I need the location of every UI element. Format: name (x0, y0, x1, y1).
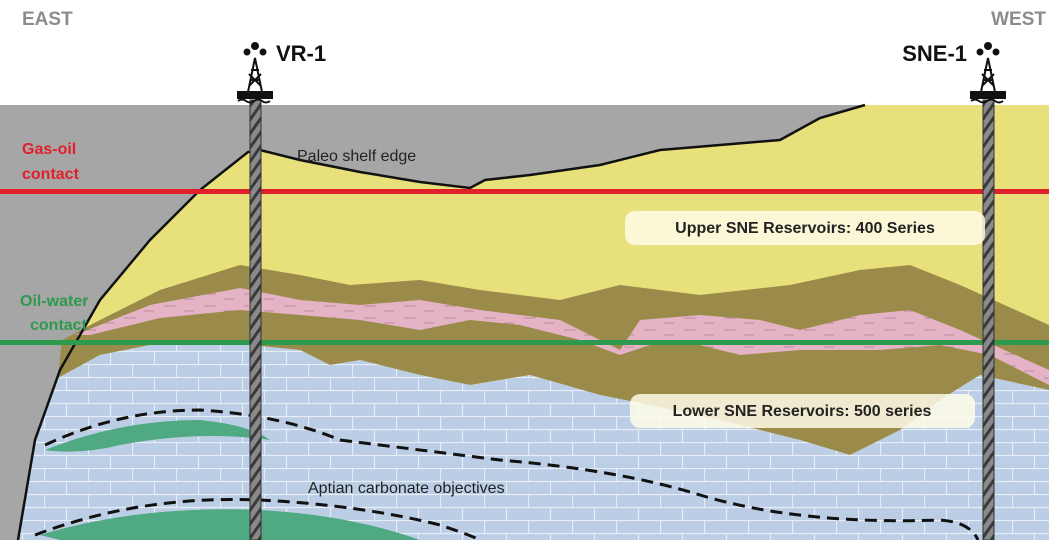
direction-label: EAST (22, 9, 73, 30)
annotation: Upper SNE Reservoirs: 400 Series (675, 220, 935, 237)
contact-label: contact (22, 166, 80, 183)
well-label: VR-1 (276, 41, 326, 66)
label-box (630, 394, 975, 428)
dashed-boundary (44, 408, 980, 540)
annotation: Lower SNE Reservoirs: 500 series (673, 403, 932, 420)
contact-label: Oil-water (20, 293, 88, 310)
derrick-icon (970, 42, 1006, 104)
well-label: SNE-1 (902, 41, 967, 66)
carbonate (18, 345, 1049, 540)
direction-label: WEST (991, 9, 1046, 30)
annotation: Aptian carbonate objectives (308, 480, 505, 497)
well-bore (249, 99, 262, 540)
shelf-line (16, 103, 866, 540)
derrick-icon (237, 42, 273, 104)
label-box (625, 211, 985, 245)
green-lens (40, 509, 420, 540)
oil-water-line (0, 340, 1049, 345)
contact-label: Gas-oil (22, 141, 76, 158)
well-bore (982, 99, 995, 540)
contact-label: contact (30, 317, 88, 334)
dashed-boundary (34, 497, 481, 540)
gas-oil-line (0, 189, 1049, 194)
pink-layer (75, 288, 1049, 385)
annotation: Paleo shelf edge (297, 148, 416, 165)
green-lens (45, 420, 270, 452)
